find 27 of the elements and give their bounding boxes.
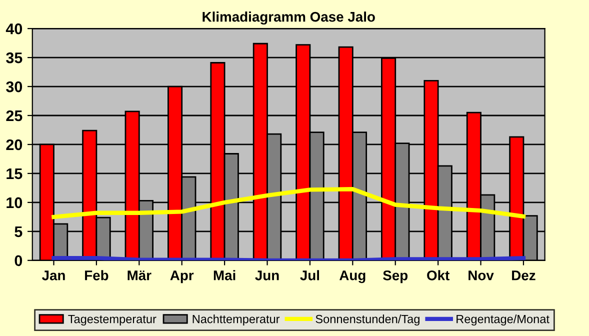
x-tick-label: Feb bbox=[85, 270, 108, 280]
x-tick-label: Aug bbox=[340, 270, 366, 284]
legend-label: Sonnenstunden/Tag bbox=[316, 314, 420, 326]
y-tick-label: 25 bbox=[6, 110, 22, 122]
x-tick-label: Dez bbox=[512, 270, 536, 280]
y-tick-label: 5 bbox=[14, 226, 22, 238]
y-tick-label: 0 bbox=[14, 255, 22, 266]
x-tick-label: Apr bbox=[170, 270, 194, 284]
x-tick-label: Jul bbox=[300, 270, 320, 280]
x-tick-label: Sep bbox=[383, 270, 408, 284]
x-tick-label: Mai bbox=[214, 270, 236, 280]
y-tick-label: 15 bbox=[6, 168, 22, 180]
y-tick-label: 35 bbox=[6, 52, 22, 64]
line-series bbox=[52, 187, 526, 220]
x-tick-label: Okt bbox=[427, 270, 450, 280]
x-tick-label: Nov bbox=[468, 270, 494, 280]
x-tick-label: Mär bbox=[128, 270, 152, 280]
chart-title: Klimadiagramm Oase Jalo bbox=[202, 12, 375, 25]
y-tick-label: 10 bbox=[6, 197, 22, 208]
legend-label: Tagestemperatur bbox=[68, 314, 156, 326]
x-tick-label: Jan bbox=[42, 270, 65, 280]
legend-label: Nachttemperatur bbox=[192, 314, 280, 326]
y-tick-label: 20 bbox=[6, 139, 22, 150]
legend-label: Regentage/Monat bbox=[456, 314, 550, 326]
y-tick-label: 30 bbox=[6, 81, 22, 92]
y-tick-label: 40 bbox=[6, 23, 22, 34]
x-tick-label: Jun bbox=[255, 270, 279, 280]
